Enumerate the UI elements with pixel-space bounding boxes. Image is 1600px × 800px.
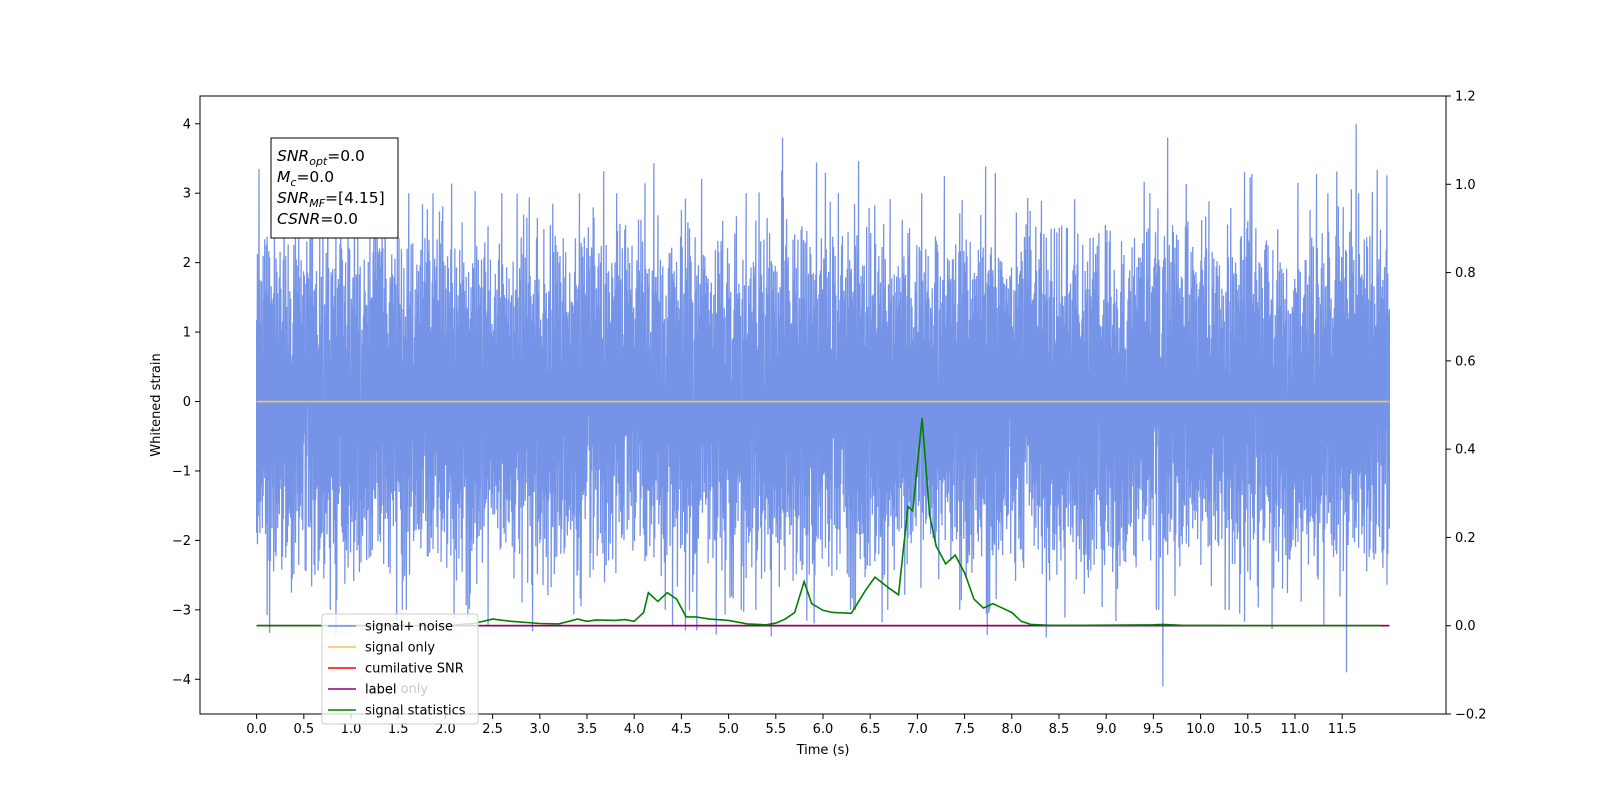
annotation-line: SNRopt=0.0 xyxy=(277,147,365,168)
x-tick-label: 6.5 xyxy=(860,722,881,737)
legend-label: signal only xyxy=(365,641,435,656)
annotation-frame xyxy=(270,137,399,239)
y2-tick-label: 0.4 xyxy=(1455,443,1476,458)
y-tick-label: 2 xyxy=(183,256,191,271)
legend-label: signal statistics xyxy=(365,704,466,719)
y2-tick-label: 1.2 xyxy=(1455,90,1476,105)
annotation-line: SNRMF=[4.15] xyxy=(277,189,385,210)
series-signal-noise xyxy=(255,123,1391,687)
x-tick-label: 11.0 xyxy=(1280,722,1309,737)
x-tick-label: 1.0 xyxy=(341,722,362,737)
y-tick-label: −3 xyxy=(172,603,191,618)
x-tick-label: 9.5 xyxy=(1143,722,1164,737)
legend: label only signal+ noise signal only cumila… xyxy=(321,613,479,725)
x-axis-label: Time (s) xyxy=(796,743,850,758)
x-tick-label: 6.0 xyxy=(813,722,834,737)
x-tick-label: 10.5 xyxy=(1233,722,1262,737)
x-tick-label: 9.0 xyxy=(1096,722,1117,737)
y2-tick-label: 1.0 xyxy=(1455,178,1476,193)
y-tick-label: −4 xyxy=(172,673,191,688)
x-tick-label: 3.5 xyxy=(577,722,598,737)
y2-tick-label: 0.0 xyxy=(1455,619,1476,634)
legend-frame xyxy=(321,613,479,725)
y-axis-label: Whitened strain xyxy=(149,353,164,456)
x-tick-label: 11.5 xyxy=(1328,722,1357,737)
y-tick-label: −2 xyxy=(172,534,191,549)
y-tick-label: 4 xyxy=(183,117,191,132)
x-tick-label: 7.0 xyxy=(907,722,928,737)
x-tick-label: 5.5 xyxy=(765,722,786,737)
x-axis-ticks: 0.0 0.5 1.0 1.5 2.0 2.5 3.0 3.5 4.0 4.5 5.0 5.5 6.0 6… xyxy=(246,714,1357,737)
x-tick-label: 7.5 xyxy=(954,722,975,737)
y-tick-label: −1 xyxy=(172,464,191,479)
x-tick-label: 2.0 xyxy=(435,722,456,737)
x-tick-label: 4.0 xyxy=(624,722,645,737)
x-tick-label: 3.0 xyxy=(529,722,550,737)
y2-axis-ticks: −0.2 0.0 0.2 0.4 0.6 0.8 1.0 1.2 xyxy=(1446,90,1487,723)
x-tick-label: 8.0 xyxy=(1001,722,1022,737)
y-axis-ticks: −4 −3 −2 −1 0 1 2 3 4 xyxy=(172,117,200,688)
y-tick-label: 1 xyxy=(183,326,191,341)
x-tick-label: 10.0 xyxy=(1186,722,1215,737)
legend-label: label xyxy=(365,683,396,698)
y-tick-label: 0 xyxy=(183,395,191,410)
annotation-line: Mc=0.0 xyxy=(277,168,334,189)
x-tick-label: 1.5 xyxy=(388,722,409,737)
annotation-line: CSNR=0.0 xyxy=(277,210,358,228)
legend-label: cumilative SNR xyxy=(365,662,464,677)
x-tick-label: 8.5 xyxy=(1049,722,1070,737)
x-tick-label: 2.5 xyxy=(482,722,503,737)
x-tick-label: 5.0 xyxy=(718,722,739,737)
series-signal-statistics xyxy=(256,418,1380,627)
y2-tick-label: 0.2 xyxy=(1455,531,1476,546)
y2-tick-label: 0.6 xyxy=(1455,354,1476,369)
legend-ghost-text: label only xyxy=(365,682,428,697)
x-tick-label: 0.0 xyxy=(246,722,267,737)
x-tick-label: 4.5 xyxy=(671,722,692,737)
y-tick-label: 3 xyxy=(183,187,191,202)
legend-label: signal+ noise xyxy=(365,620,453,635)
y2-tick-label: 0.8 xyxy=(1455,266,1476,281)
y2-tick-label: −0.2 xyxy=(1455,708,1487,723)
x-tick-label: 0.5 xyxy=(293,722,314,737)
